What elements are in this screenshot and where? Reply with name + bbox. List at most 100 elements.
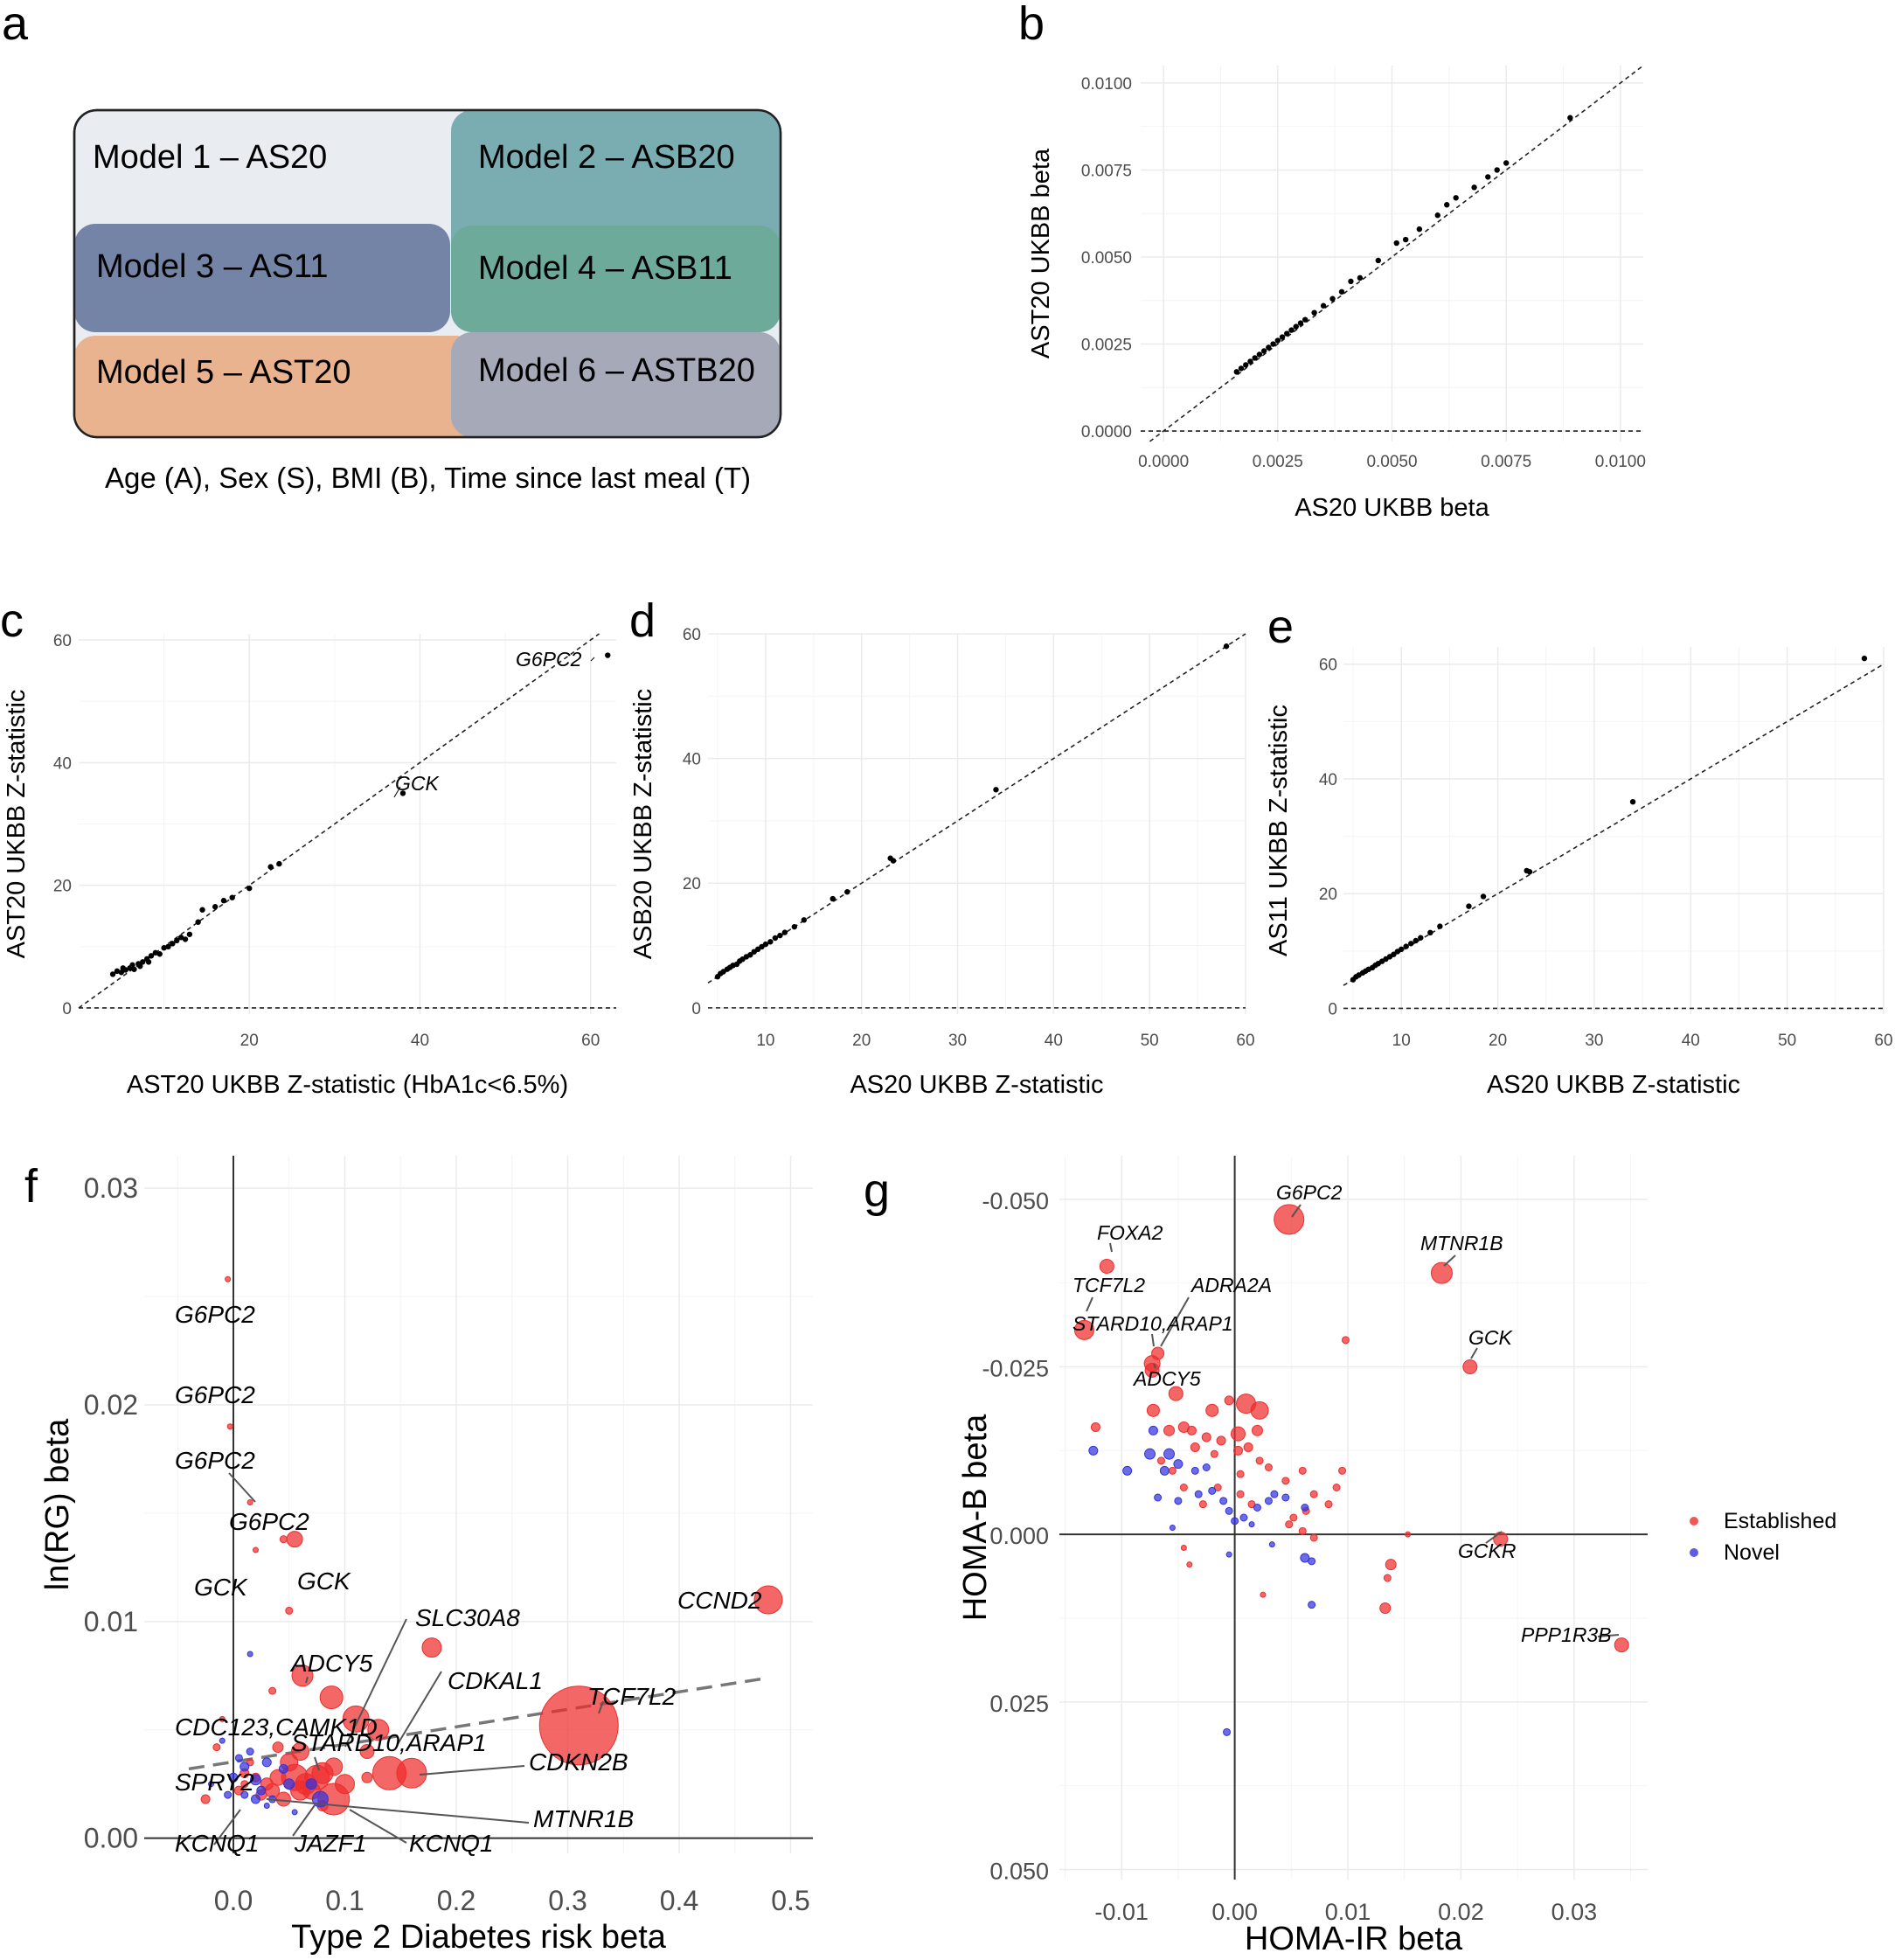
novel-point xyxy=(208,1781,214,1788)
gene-label-leader xyxy=(393,786,401,798)
x-tick-label: 30 xyxy=(948,1032,967,1050)
x-tick-label: 40 xyxy=(1045,1032,1063,1050)
data-point xyxy=(829,895,836,902)
novel-point xyxy=(305,1778,317,1790)
x-tick-label: 20 xyxy=(240,1032,259,1050)
novel-point xyxy=(1301,1504,1309,1512)
data-point xyxy=(1260,348,1267,354)
established-point xyxy=(291,1742,309,1762)
gene-label: G6PC2 xyxy=(229,1508,309,1535)
established-point xyxy=(1430,1261,1453,1284)
data-point xyxy=(1293,323,1299,330)
data-point xyxy=(220,898,227,904)
data-point xyxy=(140,959,146,965)
novel-point xyxy=(1194,1490,1203,1498)
established-point xyxy=(1190,1442,1200,1452)
gene-label: CDKAL1 xyxy=(448,1667,543,1694)
model-2-label: Model 2 – ASB20 xyxy=(478,139,735,176)
gene-label-leader xyxy=(266,1798,530,1824)
established-point xyxy=(1298,1466,1307,1475)
novel-point xyxy=(278,1763,288,1774)
established-point xyxy=(538,1685,619,1766)
gene-label-leader xyxy=(1443,1255,1456,1267)
gene-label-leader xyxy=(1153,1363,1156,1369)
data-point xyxy=(1567,115,1573,121)
x-tick-label: 30 xyxy=(1585,1032,1603,1050)
established-point xyxy=(1230,1426,1246,1442)
established-point xyxy=(1260,1591,1267,1598)
data-point xyxy=(767,939,774,945)
legend-label-established: Established xyxy=(1724,1509,1836,1533)
data-point xyxy=(1403,943,1409,949)
established-point xyxy=(1243,1442,1253,1452)
y-tick-label: 0.00 xyxy=(84,1823,138,1854)
gene-label: TCF7L2 xyxy=(587,1683,677,1710)
novel-point xyxy=(1300,1553,1310,1563)
established-point xyxy=(1224,1395,1234,1406)
x-axis-title: AS20 UKBB Z-statistic xyxy=(850,1071,1103,1099)
data-point xyxy=(148,953,155,959)
panel-d-letter: d xyxy=(629,594,656,647)
panel-g: g -0.01 0.00 0.01 0.02 0.03 -0.050 -0.025 0.000 0… xyxy=(864,1156,1836,1957)
established-point xyxy=(290,1780,310,1801)
data-point xyxy=(195,919,201,925)
panel-b-letter: b xyxy=(1018,0,1045,50)
gene-label-leader xyxy=(1086,1296,1093,1312)
model-5-label: Model 5 – AST20 xyxy=(96,354,351,391)
gene-label: G6PC2 xyxy=(175,1447,255,1474)
data-point xyxy=(1629,798,1636,805)
data-point xyxy=(109,971,116,977)
identity-line xyxy=(1343,663,1885,986)
data-point xyxy=(1357,275,1364,281)
x-tick-label: 40 xyxy=(1682,1032,1700,1050)
data-point xyxy=(1284,330,1290,337)
data-point xyxy=(1238,365,1245,372)
gene-label: STARD10,ARAP1 xyxy=(1072,1312,1233,1335)
x-tick-label: -0.01 xyxy=(1094,1899,1149,1925)
gene-label: G6PC2 xyxy=(175,1381,255,1408)
novel-point xyxy=(240,1790,249,1799)
gene-label: ADRA2A xyxy=(1190,1274,1272,1296)
established-point xyxy=(1099,1259,1114,1274)
y-tick-label: 0.0100 xyxy=(1081,75,1132,94)
established-point xyxy=(219,1715,226,1722)
panel-f-letter: f xyxy=(24,1160,38,1213)
x-tick-label: 0.0 xyxy=(214,1885,253,1916)
data-point xyxy=(993,787,999,793)
data-point xyxy=(131,966,137,972)
data-point xyxy=(1471,184,1477,191)
established-point xyxy=(246,1499,253,1506)
established-point xyxy=(1309,1490,1318,1498)
gene-label: SLC30A8 xyxy=(415,1604,520,1631)
x-tick-label: 0.0050 xyxy=(1366,453,1417,471)
gene-label: KCNQ1 xyxy=(409,1830,493,1857)
y-tick-label: 40 xyxy=(53,754,72,773)
data-point xyxy=(1494,167,1500,173)
data-point xyxy=(1485,174,1491,180)
novel-point xyxy=(1223,1727,1232,1736)
y-tick-label: 0 xyxy=(691,1000,701,1018)
panel-d: d 10 20 30 40 50 60 0 20 40 60 AS20 UKBB Z-statisti… xyxy=(629,594,1255,1099)
y-tick-label: 60 xyxy=(683,626,701,644)
established-point xyxy=(1198,1500,1207,1509)
gene-label: STARD10,ARAP1 xyxy=(291,1729,487,1756)
novel-point xyxy=(1281,1493,1290,1502)
gene-label: MTNR1B xyxy=(1420,1232,1503,1255)
established-point xyxy=(1324,1500,1333,1509)
established-point xyxy=(1274,1204,1305,1235)
y-axis-title: AST20 UKBB beta xyxy=(1027,148,1055,358)
data-point xyxy=(1503,160,1510,166)
established-point xyxy=(1462,1359,1478,1374)
established-point xyxy=(1163,1424,1176,1436)
data-point xyxy=(161,945,167,951)
panel-a-letter: a xyxy=(2,0,29,50)
y-tick-label: -0.050 xyxy=(982,1188,1049,1214)
established-point xyxy=(1236,1490,1245,1498)
panel-b: b 0.0000 0.0025 0.0050 0.0075 0.0100 0.0000 0.0… xyxy=(1018,0,1646,522)
established-point xyxy=(1247,1500,1256,1509)
panel-c: c 20 40 60 0 20 40 60 AST20 UKBB Z-statistic (Hb… xyxy=(0,594,616,1099)
model-box-3 xyxy=(74,224,450,332)
gene-label: G6PC2 xyxy=(175,1301,255,1328)
x-tick-label: 0.0025 xyxy=(1253,453,1303,471)
novel-point xyxy=(1169,1525,1176,1531)
